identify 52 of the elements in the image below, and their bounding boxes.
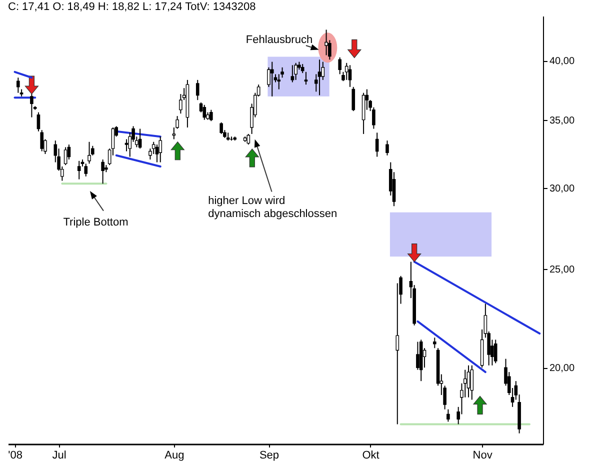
candlestick <box>494 339 498 364</box>
candlestick <box>84 163 88 177</box>
annotation: Fehlausbruch <box>246 34 313 46</box>
annotation: Triple Bottom <box>63 216 128 229</box>
candlestick <box>40 130 44 152</box>
candlestick <box>446 408 450 422</box>
x-tick-label: Nov <box>472 450 493 462</box>
candlestick <box>470 364 474 400</box>
candlestick <box>290 64 294 83</box>
candlestick <box>64 146 68 166</box>
y-tick-label: 30,00 <box>550 184 575 195</box>
candlestick <box>16 77 20 94</box>
candlestick <box>304 71 308 86</box>
candlestick <box>270 61 274 97</box>
candlestick <box>158 136 162 163</box>
candlestick <box>324 29 328 56</box>
candlestick <box>30 94 34 118</box>
x-tick-label: '08 <box>8 450 22 462</box>
candlestick <box>196 79 200 101</box>
candlestick <box>386 140 389 156</box>
candlestick <box>318 59 322 96</box>
candlestick <box>277 74 281 90</box>
candlestick <box>77 160 81 180</box>
x-tick-label: Aug <box>164 450 184 462</box>
y-tick-label: 25,00 <box>550 264 575 276</box>
candlestick <box>220 122 223 134</box>
candlestick <box>432 337 436 349</box>
candlestick <box>202 104 206 120</box>
candlestick <box>348 64 352 88</box>
y-tick-label: 40,00 <box>550 56 575 68</box>
x-tick-label: Sep <box>259 450 280 462</box>
candlestick <box>88 141 91 164</box>
candlestick <box>294 62 298 80</box>
candlestick <box>210 109 213 122</box>
candlestick <box>352 86 356 112</box>
candlestick <box>466 364 470 398</box>
candlestick <box>338 56 342 75</box>
chart-title: C: 17,41 O: 18,49 H: 18,82 L: 17,24 TotV: 1343208 <box>8 1 256 13</box>
candlestick <box>375 132 379 158</box>
x-tick-label: Okt <box>362 450 380 462</box>
y-tick-label: 35,00 <box>550 115 575 126</box>
candlestick <box>124 138 128 152</box>
candlestick <box>300 64 304 74</box>
candlestick <box>36 112 40 132</box>
candlestick <box>463 369 467 398</box>
candlestick <box>101 159 104 184</box>
x-tick-label: Jul <box>52 450 66 462</box>
y-tick-label: 20,00 <box>550 363 575 374</box>
candlestick <box>138 128 142 150</box>
candlestick <box>416 341 420 370</box>
candlestick <box>246 133 250 146</box>
annotation: higher Low wird dynamisch abgeschlossen <box>208 194 338 220</box>
